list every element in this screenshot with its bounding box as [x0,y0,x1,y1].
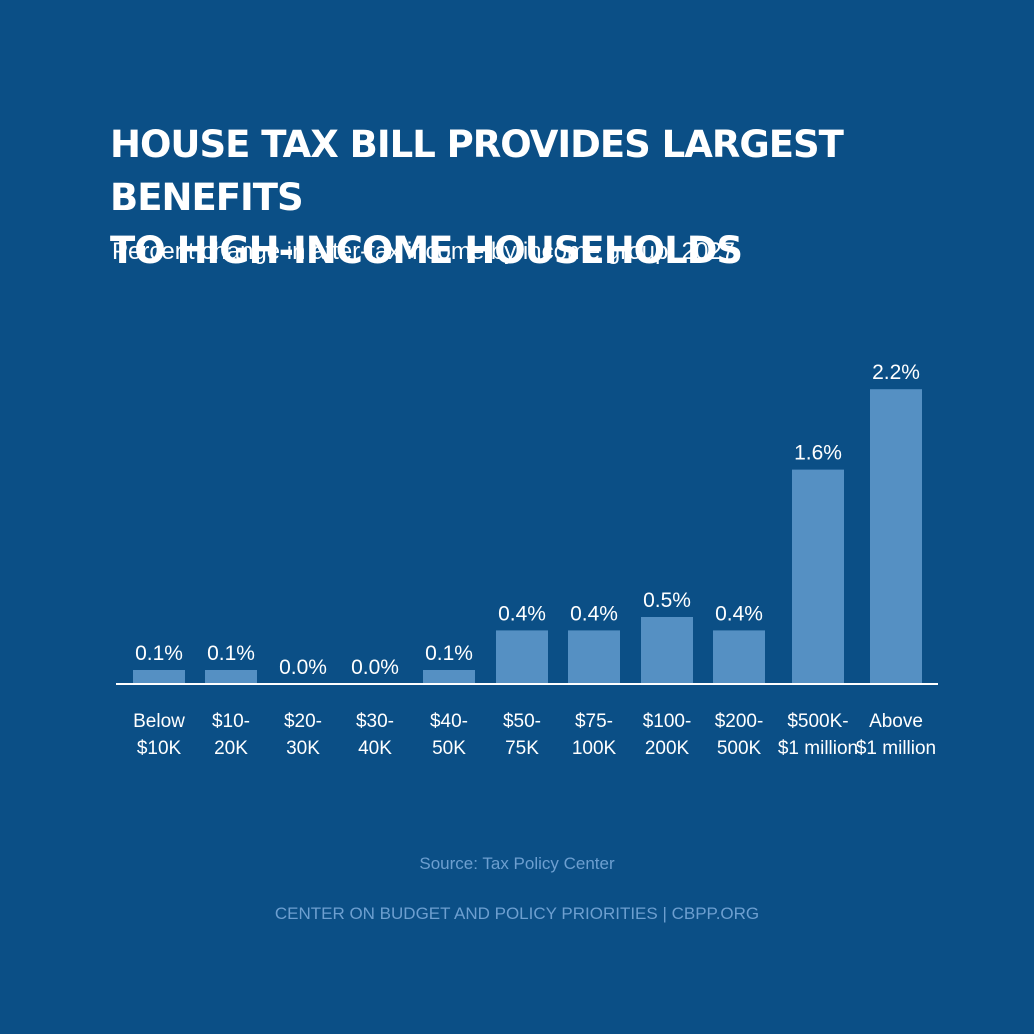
x-tick-label: 75K [505,738,539,759]
bar-value-label: 2.2% [872,361,920,384]
x-tick-label: Below [133,711,185,732]
bar-value-label: 0.1% [135,642,183,665]
x-tick-label: $10K [137,738,182,759]
bar [568,630,620,684]
x-tick-label: $100- [643,711,692,732]
x-tick-label: $1 million [778,738,858,759]
x-tick-label: $500K- [787,711,848,732]
x-tick-label: $30- [356,711,394,732]
bar-value-label: 0.0% [351,656,399,679]
x-tick-label: 500K [717,738,762,759]
x-tick-label: $1 million [856,738,936,759]
x-tick-label: 200K [645,738,690,759]
bar [205,670,257,684]
bar-value-label: 0.4% [498,602,546,625]
x-tick-label: Above [869,711,923,732]
bar [713,630,765,684]
chart-title: HOUSE TAX BILL PROVIDES LARGEST BENEFITS… [110,118,950,277]
x-tick-label: $50- [503,711,541,732]
x-tick-label: 30K [286,738,320,759]
bar-value-label: 0.4% [715,602,763,625]
x-tick-label: 40K [358,738,392,759]
chart-subtitle: Percent change in after-tax income by in… [112,238,736,265]
bar [870,389,922,684]
chart-title-line-1: HOUSE TAX BILL PROVIDES LARGEST BENEFITS [110,123,844,219]
x-tick-label: 50K [432,738,466,759]
bar-value-label: 1.6% [794,442,842,465]
bar [496,630,548,684]
bar-value-label: 0.1% [425,642,473,665]
bar [641,617,693,684]
bar [792,469,844,684]
source-note: Source: Tax Policy Center [419,854,615,873]
x-tick-label: 20K [214,738,248,759]
x-tick-label: $10- [212,711,250,732]
organization-credit: CENTER ON BUDGET AND POLICY PRIORITIES |… [274,904,760,923]
x-tick-label: $75- [575,711,613,732]
chart-title-line-2: TO HIGH-INCOME HOUSEHOLDS [110,229,743,272]
x-tick-label: 100K [572,738,617,759]
x-tick-label: $20- [284,711,322,732]
bar-value-label: 0.4% [570,602,618,625]
bar-value-label: 0.5% [643,589,691,612]
x-tick-label: $200- [715,711,764,732]
x-tick-label: $40- [430,711,468,732]
bar-value-label: 0.0% [279,656,327,679]
bar [133,670,185,684]
bar-value-label: 0.1% [207,642,255,665]
bar [423,670,475,684]
